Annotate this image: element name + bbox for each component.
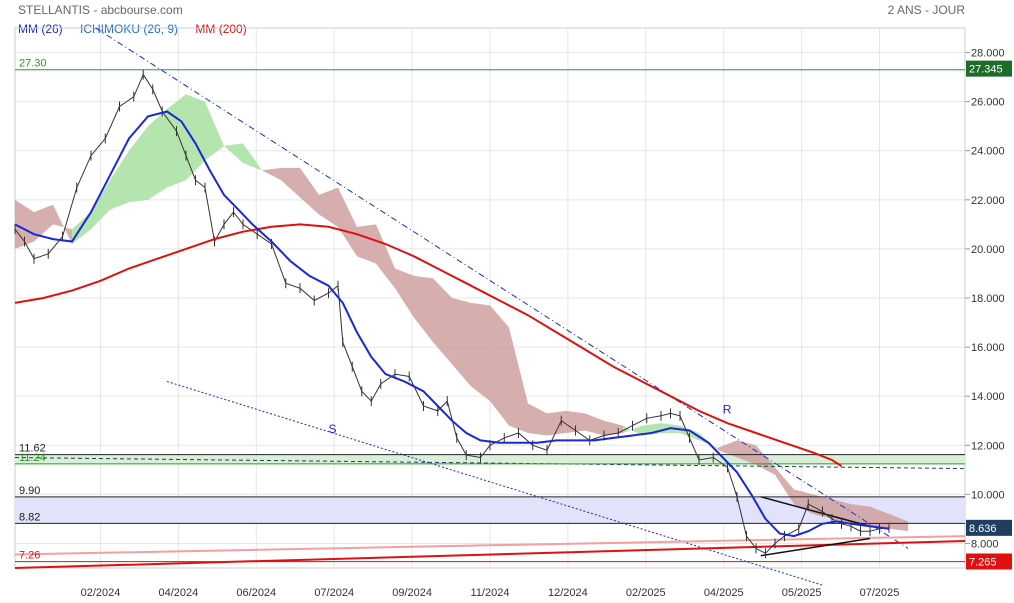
y-tick-label: 16.000 — [971, 342, 1005, 354]
ichimoku-cloud-segment — [604, 420, 623, 436]
level-band-green — [15, 454, 965, 464]
price-badge-label: 7.265 — [969, 556, 997, 568]
ichimoku-cloud-segment — [718, 440, 737, 458]
x-tick-label: 09/2024 — [392, 587, 432, 599]
ichimoku-cloud-segment — [509, 327, 528, 433]
ichimoku-cloud-segment — [262, 167, 281, 181]
x-tick-label: 07/2024 — [314, 587, 354, 599]
mm26-line — [14, 110, 890, 538]
legend-mm26[interactable]: MM (26) — [18, 22, 63, 36]
ichimoku-cloud-segment — [205, 101, 224, 161]
legend-mm200[interactable]: MM (200) — [195, 22, 247, 36]
price-badge — [966, 519, 1012, 536]
y-tick-label: 22.000 — [971, 195, 1005, 207]
y-tick-label: 20.000 — [971, 244, 1005, 256]
price-badge — [966, 60, 1012, 77]
y-tick-label: 10.000 — [971, 489, 1005, 501]
y-tick-label: 28.000 — [971, 48, 1005, 60]
annotation-label: S — [329, 422, 337, 436]
price-badge-label: 8.636 — [969, 523, 997, 535]
legend-ichimoku[interactable]: ICHIMOKU (26, 9) — [80, 22, 179, 36]
triangle-upper-line — [760, 496, 871, 527]
ichimoku-cloud-segment — [547, 410, 566, 436]
ichimoku-cloud-segment — [129, 126, 148, 203]
chart-period: 2 ANS - JOUR — [887, 3, 965, 17]
ichimoku-cloud-segment — [528, 403, 547, 436]
y-tick-label: 8.000 — [971, 538, 999, 550]
ichimoku-cloud-segment — [395, 268, 414, 318]
ichimoku-cloud-segment — [243, 143, 262, 171]
ichimoku-cloud-segment — [91, 180, 110, 230]
ichimoku-cloud-segment — [737, 440, 756, 465]
ichimoku-cloud-segment — [376, 224, 395, 289]
x-tick-label: 02/2024 — [81, 587, 121, 599]
ichimoku-cloud-segment — [471, 302, 490, 402]
ichimoku-cloud-segment — [15, 199, 34, 249]
ichimoku-cloud-segment — [53, 204, 72, 244]
y-tick-label: 14.000 — [971, 391, 1005, 403]
ichimoku-cloud-segment — [357, 224, 376, 264]
x-tick-label: 07/2025 — [860, 587, 900, 599]
ichimoku-cloud-segment — [319, 187, 338, 227]
ichimoku-cloud-segment — [414, 275, 433, 343]
level-label: 9.90 — [19, 485, 40, 497]
long-support-line-light — [14, 535, 966, 556]
y-tick-label: 12.000 — [971, 440, 1005, 452]
ichimoku-cloud-segment — [889, 514, 908, 532]
ichimoku-cloud-segment — [775, 467, 794, 505]
x-tick-label: 04/2025 — [704, 587, 744, 599]
ichimoku-cloud-segment — [756, 445, 775, 475]
price-badge-label: 27.345 — [969, 64, 1003, 76]
x-tick-label: 11/2024 — [471, 587, 510, 599]
ichimoku-cloud-segment — [148, 109, 167, 200]
level-label: 27.30 — [19, 58, 47, 70]
level-label: 11.24 — [19, 452, 46, 464]
horizontal-dashed-line — [14, 457, 966, 470]
indicator-legend: MM (26) ICHIMOKU (26, 9) MM (200) — [18, 22, 261, 36]
ichimoku-cloud-segment — [110, 150, 129, 210]
ichimoku-cloud-segment — [699, 433, 718, 451]
ichimoku-cloud-segment — [433, 278, 452, 365]
annotation-label: R — [723, 402, 732, 416]
ichimoku-cloud-segment — [224, 143, 243, 163]
ichimoku-cloud-segment — [167, 94, 186, 188]
y-tick-label: 26.000 — [971, 97, 1005, 109]
x-tick-label: 05/2025 — [782, 587, 822, 599]
y-tick-label: 18.000 — [971, 293, 1005, 305]
ichimoku-cloud-segment — [34, 204, 53, 242]
y-tick-label: 24.000 — [971, 146, 1005, 158]
ichimoku-cloud-segment — [452, 298, 471, 387]
mm200-line — [14, 223, 843, 467]
x-tick-label: 06/2024 — [236, 587, 276, 599]
ichimoku-cloud-segment — [186, 94, 205, 181]
support-trendline — [166, 380, 823, 586]
level-label: 7.26 — [19, 550, 40, 562]
triangle-lower-line — [760, 537, 871, 557]
ichimoku-cloud-segment — [490, 305, 509, 426]
ichimoku-cloud-segment — [281, 167, 300, 198]
x-tick-label: 12/2024 — [548, 587, 588, 599]
long-support-line — [14, 540, 966, 569]
ichimoku-cloud-segment — [585, 413, 604, 436]
x-tick-label: 02/2025 — [626, 587, 666, 599]
resistance-trendline — [95, 27, 909, 549]
x-tick-label: 04/2024 — [159, 587, 199, 599]
level-label: 8.82 — [19, 511, 40, 523]
level-label: 11.62 — [19, 443, 46, 455]
chart-title: STELLANTIS - abcbourse.com — [18, 3, 183, 17]
price-badge — [966, 553, 1012, 570]
ichimoku-cloud-segment — [338, 187, 357, 257]
ichimoku-cloud-segment — [300, 167, 319, 215]
